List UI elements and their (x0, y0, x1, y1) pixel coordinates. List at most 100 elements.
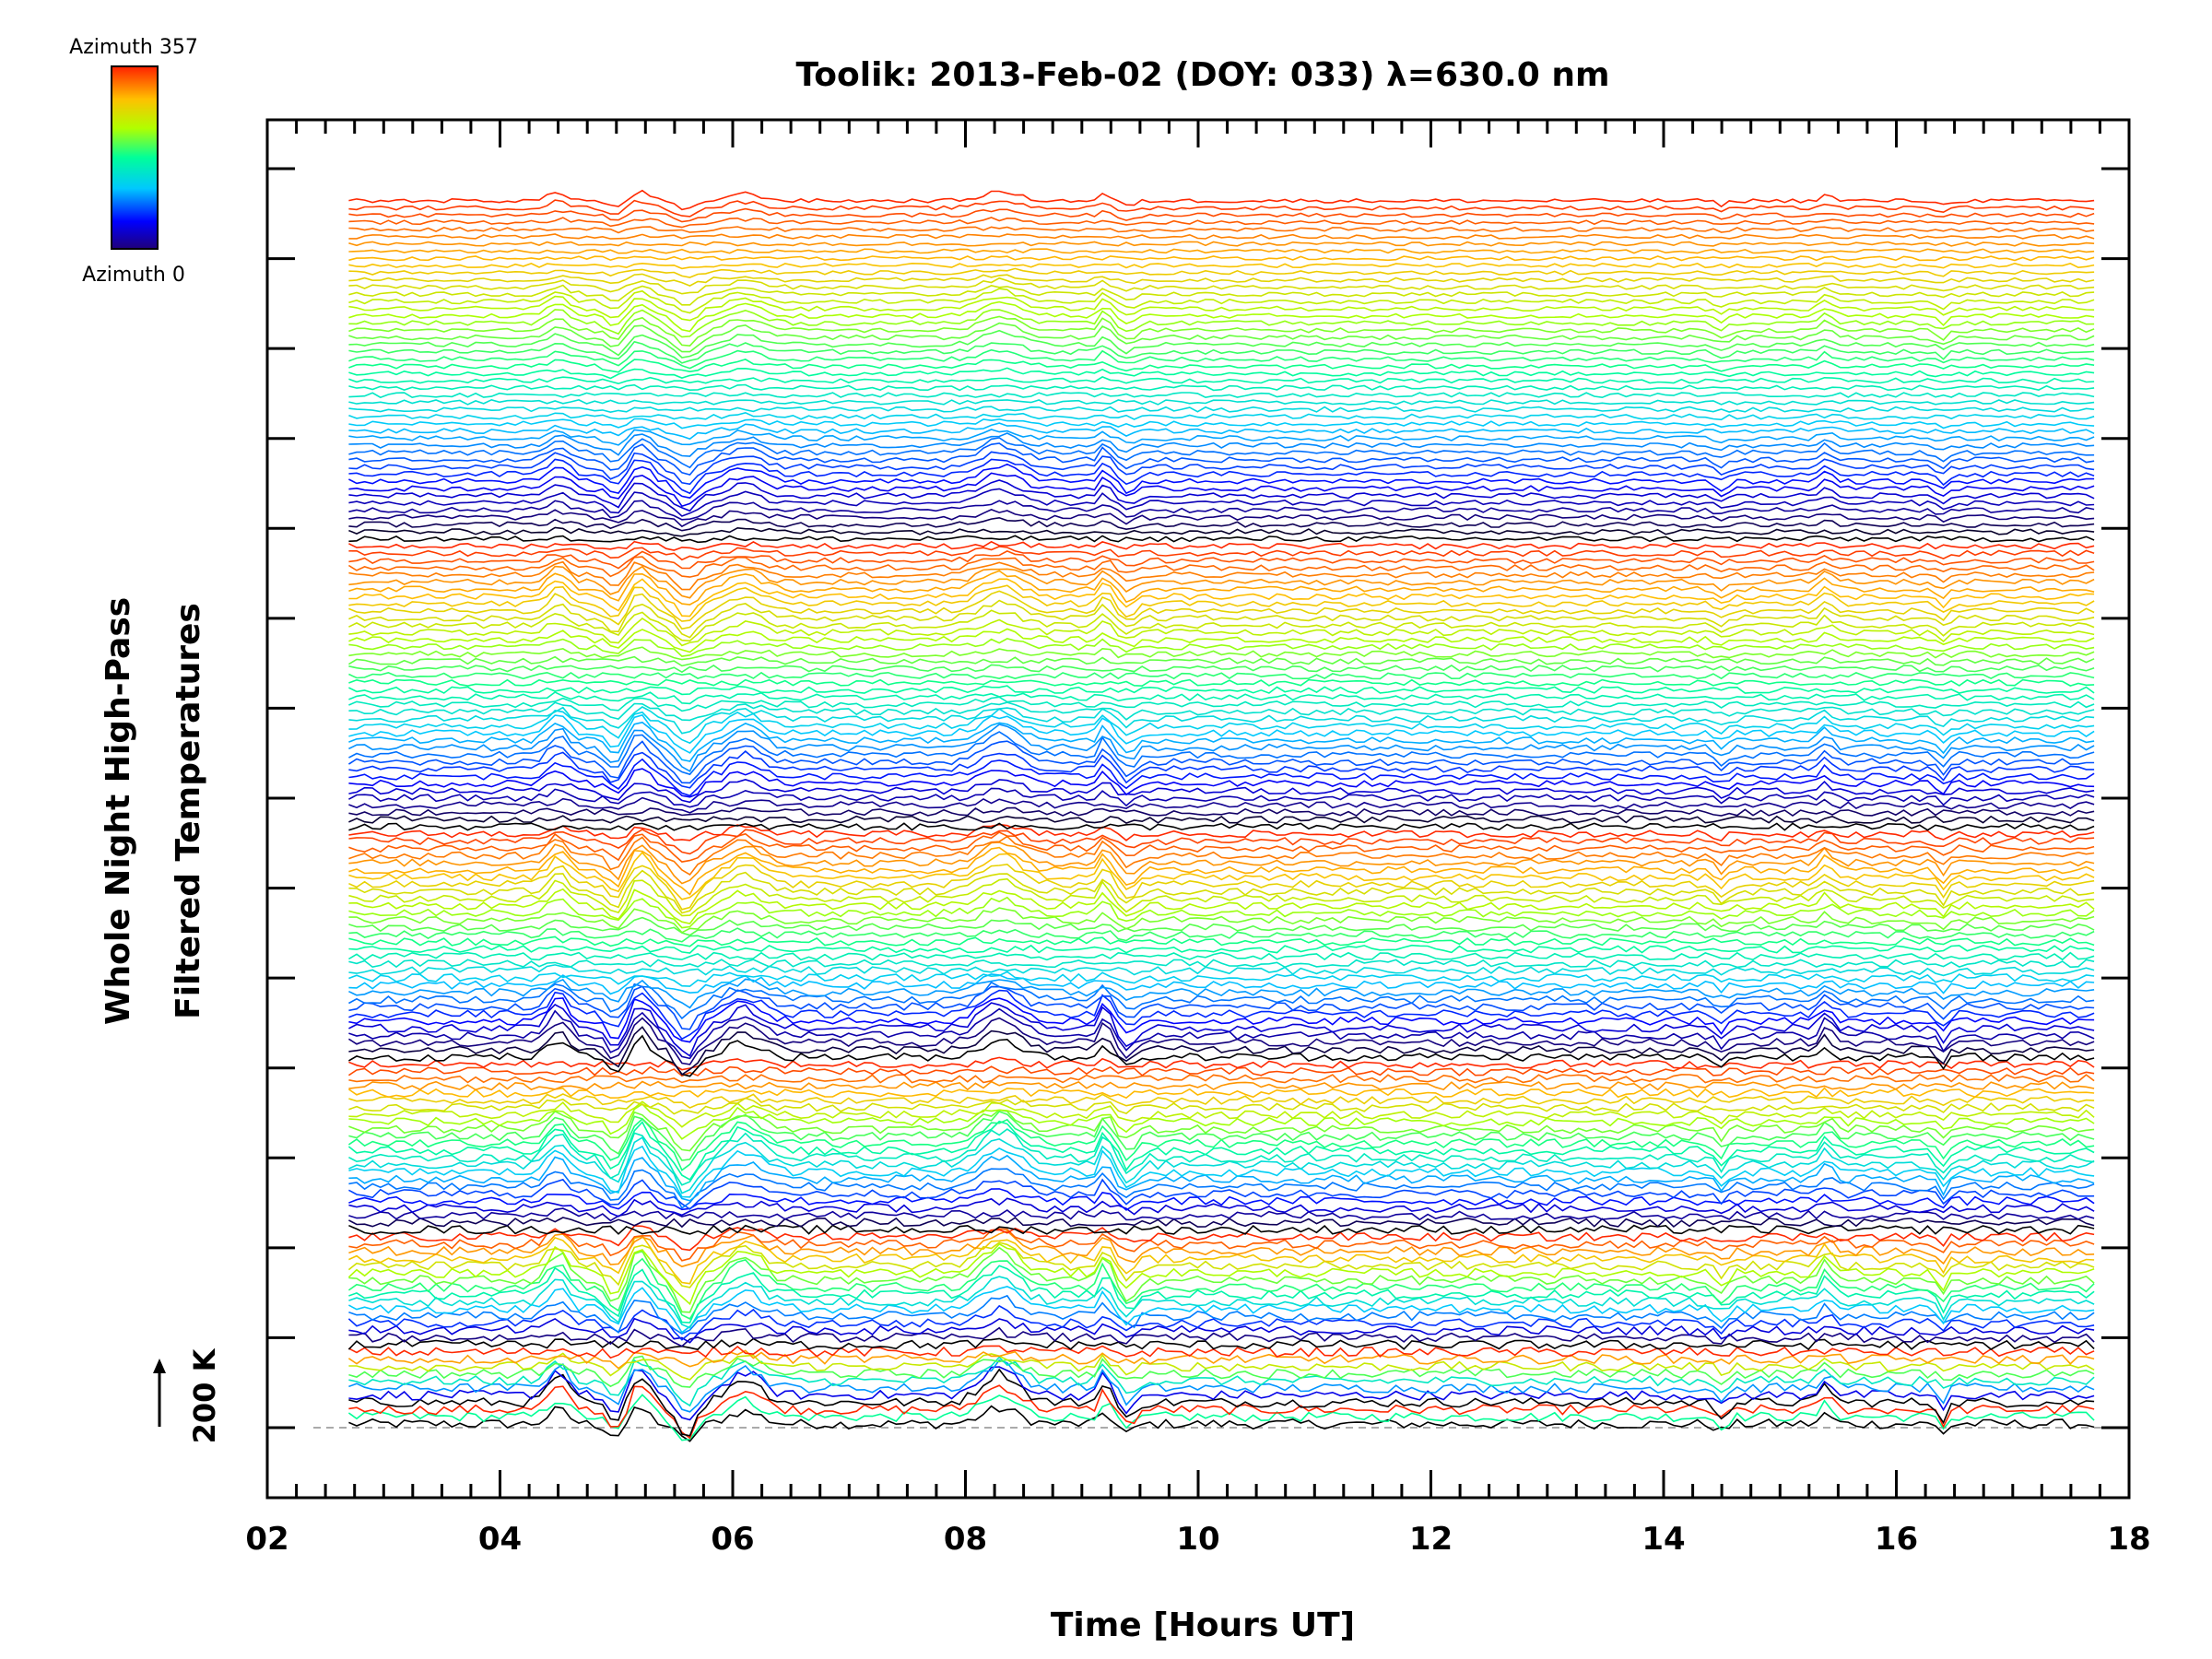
trace-line (348, 989, 2095, 1041)
trace-line (348, 685, 2095, 696)
trace-line (347, 556, 2095, 578)
trace-line (348, 618, 2095, 647)
trace-line (348, 1154, 2095, 1202)
trace-line (348, 959, 2095, 969)
trace-line (348, 708, 2095, 745)
trace-line (348, 398, 2095, 406)
trace-line (348, 1097, 2095, 1115)
trace-line (348, 255, 2095, 262)
trace-line (348, 1368, 2095, 1437)
trace-line (348, 1265, 2095, 1324)
trace-line (348, 500, 2095, 521)
trace-line (348, 971, 2095, 987)
trace-line (348, 535, 2095, 544)
trace-line (348, 590, 2095, 630)
x-tick-label: 08 (944, 1521, 987, 1558)
trace-line (347, 1304, 2095, 1341)
trace-line (348, 599, 2095, 639)
trace-line (348, 233, 2095, 240)
trace-line (348, 796, 2095, 814)
trace-line (348, 863, 2095, 911)
trace-line (348, 1109, 2095, 1152)
trace-line (347, 1065, 2095, 1077)
trace-line (347, 1242, 2095, 1306)
trace-line (348, 815, 2095, 824)
trace-line (348, 367, 2095, 380)
trace-line (348, 309, 2095, 338)
trace-line (348, 284, 2095, 306)
trace-line (348, 1294, 2095, 1335)
y-axis-label-line1: Whole Night High-Pass (100, 597, 137, 1025)
trace-line (348, 806, 2095, 818)
trace-line (348, 701, 2095, 722)
trace-line (348, 1100, 2095, 1128)
trace-line (348, 479, 2095, 512)
trace-line (348, 348, 2095, 370)
trace-line (348, 638, 2095, 657)
trace-line (348, 300, 2095, 333)
trace-line (348, 329, 2095, 359)
trace-line (348, 584, 2095, 622)
trace-line (348, 1080, 2095, 1091)
trace-line (347, 740, 2095, 784)
trace-line (348, 1246, 2095, 1313)
trace-line (348, 509, 2095, 528)
trace-line (348, 451, 2095, 486)
x-tick-label: 16 (1875, 1521, 1918, 1558)
trace-line (348, 189, 2095, 211)
trace-line (348, 1128, 2095, 1186)
x-tick-label: 06 (711, 1521, 754, 1558)
trace-line (348, 851, 2095, 900)
trace-line (348, 1207, 2095, 1222)
trace-line (348, 226, 2095, 234)
trace-line (347, 1120, 2095, 1182)
trace-line (347, 1349, 2095, 1370)
trace-line (348, 406, 2095, 414)
trace-line (348, 1352, 2095, 1381)
trace-line (348, 1317, 2095, 1344)
trace-line (348, 359, 2095, 373)
trace-line (348, 646, 2095, 661)
trace-line (348, 295, 2095, 322)
trace-line (348, 340, 2095, 364)
trace-line (348, 383, 2095, 392)
trace-line (348, 276, 2095, 295)
trace-line (348, 1188, 2095, 1211)
colorbar-min-label: Azimuth 0 (82, 264, 185, 287)
trace-line (348, 565, 2095, 599)
trace-line (348, 1228, 2095, 1262)
trace-line (348, 1356, 2095, 1407)
trace-line (348, 526, 2095, 537)
trace-line (348, 432, 2095, 457)
trace-line (348, 1026, 2095, 1076)
trace-line (348, 944, 2095, 954)
trace-line (348, 1345, 2095, 1359)
trace-line (348, 1102, 2095, 1140)
trace-line (348, 418, 2095, 429)
trace-line (348, 516, 2095, 532)
trace-line (348, 437, 2095, 469)
trace-line (348, 706, 2095, 735)
trace-line (348, 1007, 2095, 1060)
trace-line (347, 655, 2095, 667)
trace-line (348, 1276, 2095, 1329)
trace-line (348, 422, 2095, 441)
trace-line (348, 1405, 2095, 1442)
x-tick-label: 02 (245, 1521, 288, 1558)
x-tick-label: 14 (1641, 1521, 1685, 1558)
trace-line (347, 1394, 2095, 1441)
trace-line (348, 217, 2095, 229)
x-axis-label: Time [Hours UT] (1051, 1606, 1355, 1644)
chart-title: Toolik: 2013-Feb-02 (DOY: 033) λ=630.0 n… (796, 56, 1610, 94)
trace-line (347, 1017, 2095, 1065)
trace-line (348, 985, 2095, 1030)
trace-line (348, 671, 2095, 680)
trace-line (348, 458, 2095, 495)
trace-line (348, 787, 2095, 808)
colorbar (111, 65, 159, 250)
trace-line (348, 273, 2095, 287)
trace-line (348, 778, 2095, 804)
trace-line (348, 981, 2095, 1020)
trace-line (348, 822, 2095, 831)
trace-line (348, 1197, 2095, 1218)
